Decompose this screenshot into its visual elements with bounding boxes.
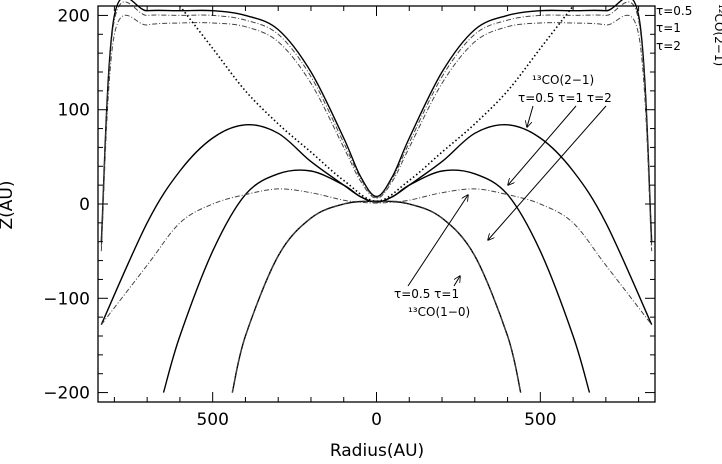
- y-tick-label: 100: [58, 101, 90, 121]
- co13-10-line-label: ¹³CO(1−0): [408, 305, 470, 319]
- y-tick-label: 200: [58, 6, 90, 26]
- tick-labels-group: 500 0 500 −200 −100 0 100 200: [43, 6, 556, 430]
- co12-line-label: ¹²CO(2−1): [712, 4, 722, 66]
- co12-tau-1-label: τ=1: [656, 21, 681, 35]
- x-axis-title: Radius(AU): [330, 441, 424, 461]
- arrow-co13-21-tau2: [488, 105, 607, 240]
- arrow-co13-21-tau05: [527, 105, 534, 127]
- co13-10-tau-labels: τ=0.5 τ=1: [394, 287, 459, 301]
- arrow-co13-10-tau1: [453, 276, 460, 287]
- arrow-co13-21-tau1: [508, 105, 577, 185]
- y-axis-title: Z(AU): [0, 181, 17, 230]
- y-tick-label: 0: [79, 195, 90, 215]
- co13-21-tau-labels: τ=0.5 τ=1 τ=2: [518, 91, 612, 105]
- co12-tau-05-label: τ=0.5: [656, 4, 692, 18]
- x-tick-label: 500: [524, 410, 556, 430]
- co12-tau-2-label: τ=2: [656, 39, 681, 53]
- x-tick-label: 0: [371, 410, 382, 430]
- y-tick-label: −200: [43, 384, 90, 404]
- series-line-2: [100, 14, 653, 252]
- y-tick-label: −100: [43, 289, 90, 309]
- curves-group: [100, 0, 653, 393]
- series-line-8: [231, 200, 522, 393]
- arrow-co13-10-tau05: [407, 195, 468, 287]
- series-line-1: [100, 1, 653, 247]
- series-line-3: [179, 5, 574, 203]
- series-line-0: [100, 0, 653, 242]
- x-tick-label: 500: [196, 410, 228, 430]
- series-line-6: [100, 188, 653, 326]
- co13-21-line-label: ¹³CO(2−1): [532, 73, 594, 87]
- axes-group: [97, 5, 656, 403]
